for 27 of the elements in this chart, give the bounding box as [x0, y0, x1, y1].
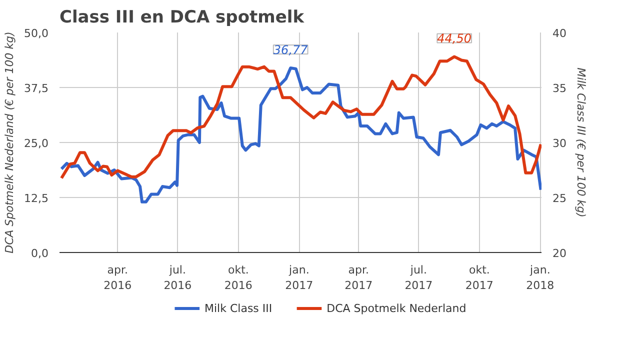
x-tick-label: jul. 2017: [404, 264, 433, 292]
y2-tick-label: 25: [552, 192, 566, 205]
y2-tick-label: 35: [552, 82, 566, 95]
chart-title: Class III en DCA spotmelk: [60, 8, 305, 28]
y-tick-label: 50,0: [24, 27, 49, 40]
y2-tick-label: 20: [552, 247, 566, 260]
line-series: [60, 55, 542, 180]
y-tick-label: 0,0: [31, 247, 49, 260]
y2-tick-label: 40: [552, 27, 566, 40]
legend-label: Milk Class III: [204, 302, 272, 315]
y2-tick-label: 30: [552, 137, 566, 150]
x-tick-label: jan. 2017: [285, 264, 314, 292]
data-label: 44,50: [437, 32, 472, 46]
y-tick-label: 25,0: [24, 137, 49, 150]
y-tick-label: 37,5: [24, 82, 49, 95]
x-tick-label: jan. 2018: [526, 264, 554, 292]
legend-label: DCA Spotmelk Nederland: [326, 302, 466, 315]
y-tick-label: 12,5: [24, 192, 49, 205]
x-tick-label: apr. 2016: [104, 264, 132, 292]
y2-axis-title: Milk Class III (€ per 100 kg): [574, 68, 588, 218]
x-tick-label: okt. 2016: [224, 264, 252, 292]
x-tick-label: apr. 2017: [344, 264, 373, 292]
y-axis-title: DCA Spotmelk Nederland (€ per 100 kg): [3, 32, 16, 254]
data-label: 36,77: [273, 43, 308, 58]
x-tick-label: okt. 2017: [465, 264, 494, 292]
line-series: [60, 66, 542, 204]
x-tick-label: jul. 2016: [164, 264, 192, 292]
